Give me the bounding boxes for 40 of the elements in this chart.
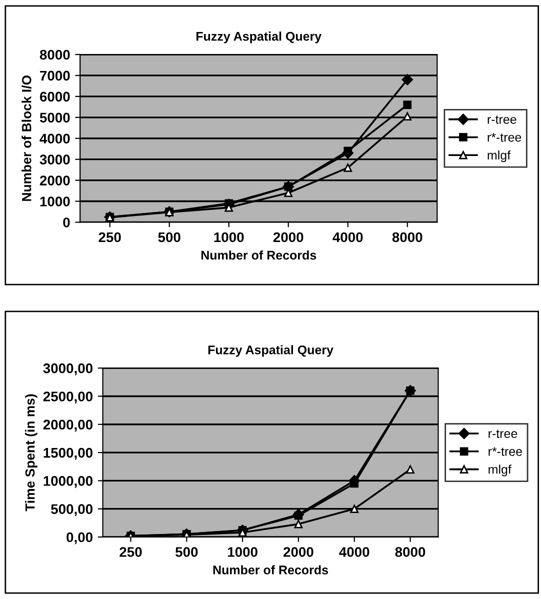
y-tick-label: 1000,00 bbox=[44, 476, 93, 488]
y-tick-label: 500,00 bbox=[51, 504, 93, 516]
y-tick-label: 1500,00 bbox=[44, 448, 93, 460]
y-tick-label: 0,00 bbox=[66, 532, 92, 544]
y-axis-title: Number of Block I/O bbox=[22, 76, 32, 201]
y-tick-label: 2000 bbox=[40, 176, 70, 186]
y-tick-label: 5000 bbox=[40, 112, 70, 123]
y-tick-label: 8000 bbox=[40, 50, 70, 60]
x-tick-label: 4000 bbox=[332, 232, 363, 242]
y-tick-label: 3000 bbox=[40, 154, 70, 165]
x-tick-label: 2000 bbox=[283, 547, 314, 557]
x-tick-label: 250 bbox=[98, 232, 121, 242]
y-axis-title: Time Spent (in ms) bbox=[25, 394, 38, 512]
legend-label: r-tree bbox=[488, 430, 518, 438]
y-tick-label: 1000 bbox=[40, 196, 70, 206]
x-tick-label: 500 bbox=[175, 547, 198, 557]
x-tick-label: 2000 bbox=[273, 232, 304, 242]
chart-title: Fuzzy Aspatial Query bbox=[196, 32, 322, 44]
x-tick-label: 8000 bbox=[395, 547, 426, 557]
y-tick-label: 4000 bbox=[40, 134, 70, 144]
x-tick-label: 8000 bbox=[392, 232, 422, 242]
x-tick-label: 1000 bbox=[214, 232, 244, 242]
x-tick-label: 1000 bbox=[228, 547, 258, 557]
legend-label: r-tree bbox=[488, 116, 516, 124]
x-tick-label: 4000 bbox=[339, 547, 370, 557]
chart-title: Fuzzy Aspatial Query bbox=[208, 345, 334, 357]
y-tick-label: 3000,00 bbox=[43, 363, 93, 376]
y-tick-label: 2000,00 bbox=[43, 420, 93, 432]
legend-label: r*-tree bbox=[488, 133, 522, 142]
y-tick-label: 2500,00 bbox=[43, 392, 93, 404]
y-tick-label: 7000 bbox=[40, 70, 70, 81]
y-tick-label: 0 bbox=[63, 218, 70, 228]
legend-label: mlgf bbox=[488, 150, 511, 162]
x-axis-title: Number of Records bbox=[201, 250, 316, 260]
x-tick-label: 250 bbox=[120, 547, 142, 557]
legend-label: r*-tree bbox=[488, 447, 522, 456]
x-axis-title: Number of Records bbox=[213, 565, 328, 574]
x-tick-label: 500 bbox=[158, 232, 180, 242]
y-tick-label: 6000 bbox=[40, 92, 70, 102]
legend-label: mlgf bbox=[488, 464, 512, 476]
